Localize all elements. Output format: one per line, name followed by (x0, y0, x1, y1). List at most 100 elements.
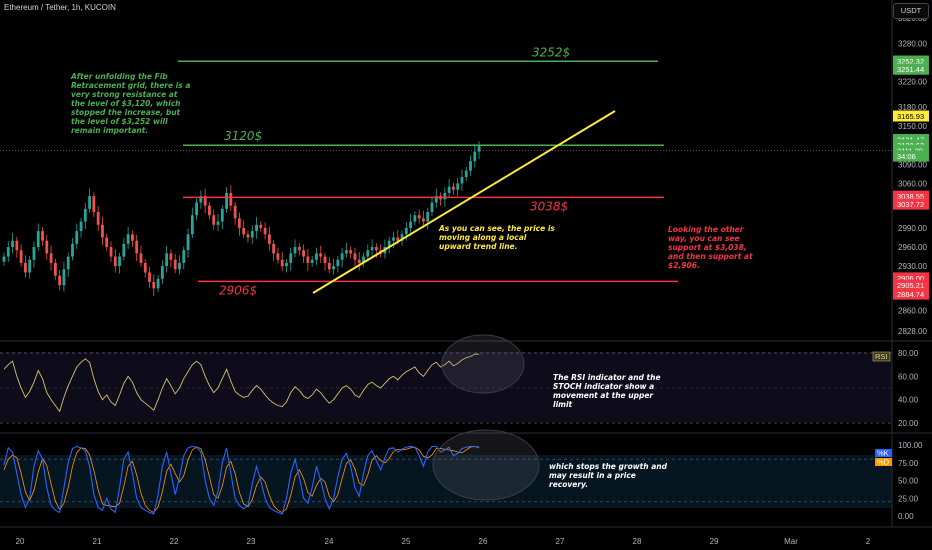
trend-line[interactable] (312, 110, 616, 294)
candle (366, 250, 370, 257)
candle (417, 215, 421, 219)
time-axis: 20 21 22 23 24 25 26 27 28 29 Mar 2 (16, 537, 871, 546)
candle (131, 234, 134, 241)
fib-note: After unfolding the Fib Retracement grid,… (70, 72, 190, 135)
candle (195, 202, 198, 216)
level-label-2906: 2906$ (219, 283, 257, 297)
candle (148, 272, 151, 283)
candle (24, 262, 27, 273)
candle (233, 205, 237, 219)
price-badge (893, 63, 929, 75)
candle (36, 231, 40, 248)
candle (332, 266, 335, 270)
rsi-badge-label: RSI (875, 352, 888, 361)
stoch-tick-label: 75.00 (898, 459, 919, 468)
stoch-tick-label: 100.00 (898, 441, 923, 450)
candle (430, 202, 434, 213)
price-tick-label: 3060.00 (898, 179, 927, 188)
trend-note: As you can see, the price is moving along… (438, 224, 555, 251)
chart-title: Ethereum / Tether, 1h, KUCOIN (4, 3, 116, 12)
candle (315, 253, 318, 260)
candle (452, 186, 455, 190)
rsi-tick-label: 40.00 (898, 396, 919, 405)
stoch-d-line (3, 446, 480, 513)
candle (464, 170, 468, 178)
rsi-tick-label: 80.00 (898, 349, 919, 358)
price-tick-label: 3090.00 (898, 160, 927, 169)
candle (426, 212, 430, 222)
price-badge (893, 144, 929, 156)
candle (473, 151, 477, 162)
price-pane: 3252$ 3120$ 3038$ 2906$ (0, 45, 892, 297)
candle (276, 253, 280, 260)
candle (19, 250, 23, 263)
rsi-highlight-circle[interactable] (441, 334, 525, 394)
time-tick-label: 22 (170, 537, 179, 546)
candle (336, 259, 340, 267)
time-tick-label: 26 (479, 537, 488, 546)
price-tick-label: 3280.00 (898, 39, 927, 48)
currency-button[interactable]: USDT (893, 3, 929, 19)
candle (190, 215, 194, 235)
candle (2, 256, 6, 262)
candle (75, 231, 79, 244)
candle (477, 145, 481, 152)
candle (118, 256, 121, 267)
candle (396, 237, 400, 241)
stoch-pane (0, 429, 892, 515)
candle (345, 250, 348, 254)
price-badge (893, 190, 929, 202)
candle (340, 253, 344, 260)
price-tick-label: 3180.00 (898, 103, 927, 112)
candle (53, 262, 57, 276)
candle (143, 262, 147, 273)
candle (319, 253, 323, 257)
candle (109, 247, 113, 257)
stoch-badge (875, 449, 892, 457)
stoch-tick-label: 50.00 (898, 477, 919, 486)
stoch-badge-label: %D (877, 458, 890, 467)
price-tick-label: 2960.00 (898, 243, 927, 252)
price-tick-label: 2828.00 (898, 327, 927, 336)
candle (49, 253, 53, 263)
candle (62, 269, 66, 286)
stoch-highlight-circle[interactable] (432, 429, 540, 501)
time-tick-label: 29 (710, 537, 719, 546)
price-badge-label: 3038.55 (897, 192, 924, 201)
candle (362, 256, 365, 263)
candle (96, 212, 100, 225)
stoch-tick-label: 25.00 (898, 494, 919, 503)
candle (156, 278, 160, 289)
level-label-3038: 3038$ (530, 199, 568, 213)
candle (122, 243, 126, 257)
candle (285, 262, 288, 267)
support-note: Looking the other way, you can see support… (668, 225, 753, 270)
candle (327, 262, 331, 270)
candle (409, 221, 412, 228)
candle (323, 256, 327, 263)
candle (15, 240, 19, 251)
time-tick-label: 27 (556, 537, 565, 546)
candle (28, 259, 32, 273)
price-tick-label: 3220.00 (898, 78, 927, 87)
time-tick-label: 2 (866, 537, 871, 546)
price-badge-label: 3252.32 (897, 57, 924, 66)
time-tick-label: 28 (633, 537, 642, 546)
candle (404, 227, 408, 235)
candle (203, 196, 207, 206)
price-badge-label: 2906.00 (897, 274, 924, 283)
price-axis: 3320.003280.003250.003220.003180.003150.… (872, 14, 929, 521)
candle (443, 192, 447, 200)
price-badge (893, 279, 929, 291)
candle (246, 234, 250, 238)
candle (242, 227, 246, 235)
price-badge (893, 198, 929, 210)
candle (66, 256, 70, 270)
candle (267, 234, 271, 244)
price-badge-label: 2905.21 (897, 281, 924, 290)
candle (45, 240, 49, 254)
candle (212, 215, 216, 225)
candle (32, 247, 36, 260)
time-tick-label: 25 (402, 537, 411, 546)
